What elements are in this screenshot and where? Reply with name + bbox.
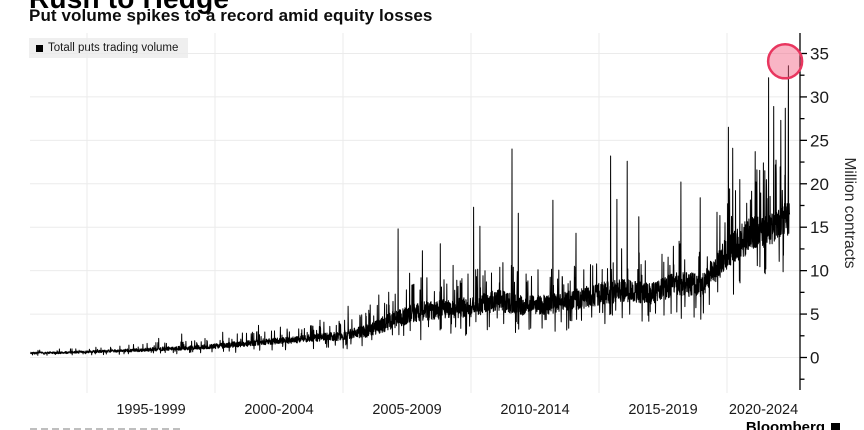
bloomberg-label: Bloomberg: [745, 419, 825, 430]
y-tick-label: 15: [810, 218, 829, 237]
x-bin-label: 2015-2019: [628, 402, 697, 418]
legend-series-marker-icon: [36, 44, 43, 52]
puts-volume-series-line: [30, 65, 791, 356]
y-tick-label: 20: [810, 175, 829, 194]
x-bin-label: 1995-1999: [116, 402, 185, 418]
source-caption-cropped: [30, 428, 182, 430]
y-tick-label: 0: [810, 349, 819, 368]
chart-subtitle: Put volume spikes to a record amid equit…: [29, 6, 433, 25]
legend-series-label: Totall puts trading volume: [48, 42, 179, 54]
y-tick-label: 25: [810, 131, 829, 150]
x-bin-label: 2005-2009: [372, 402, 441, 418]
y-tick-label: 5: [810, 305, 819, 324]
chart-title: Rush to Hedge: [29, 0, 229, 15]
y-tick-label: 10: [810, 262, 829, 281]
y-axis-title: Million contracts: [841, 157, 858, 268]
x-bin-label: 2010-2014: [500, 402, 569, 418]
y-tick-label: 35: [810, 44, 829, 63]
x-bin-label: 2020-2024: [729, 402, 798, 418]
y-tick-label: 30: [810, 88, 829, 107]
bloomberg-logo-square-icon: [831, 423, 840, 430]
bloomberg-wordmark: Bloomberg: [640, 419, 840, 430]
x-bin-label: 2000-2004: [244, 402, 313, 418]
record-highlight-circle: [766, 43, 804, 80]
